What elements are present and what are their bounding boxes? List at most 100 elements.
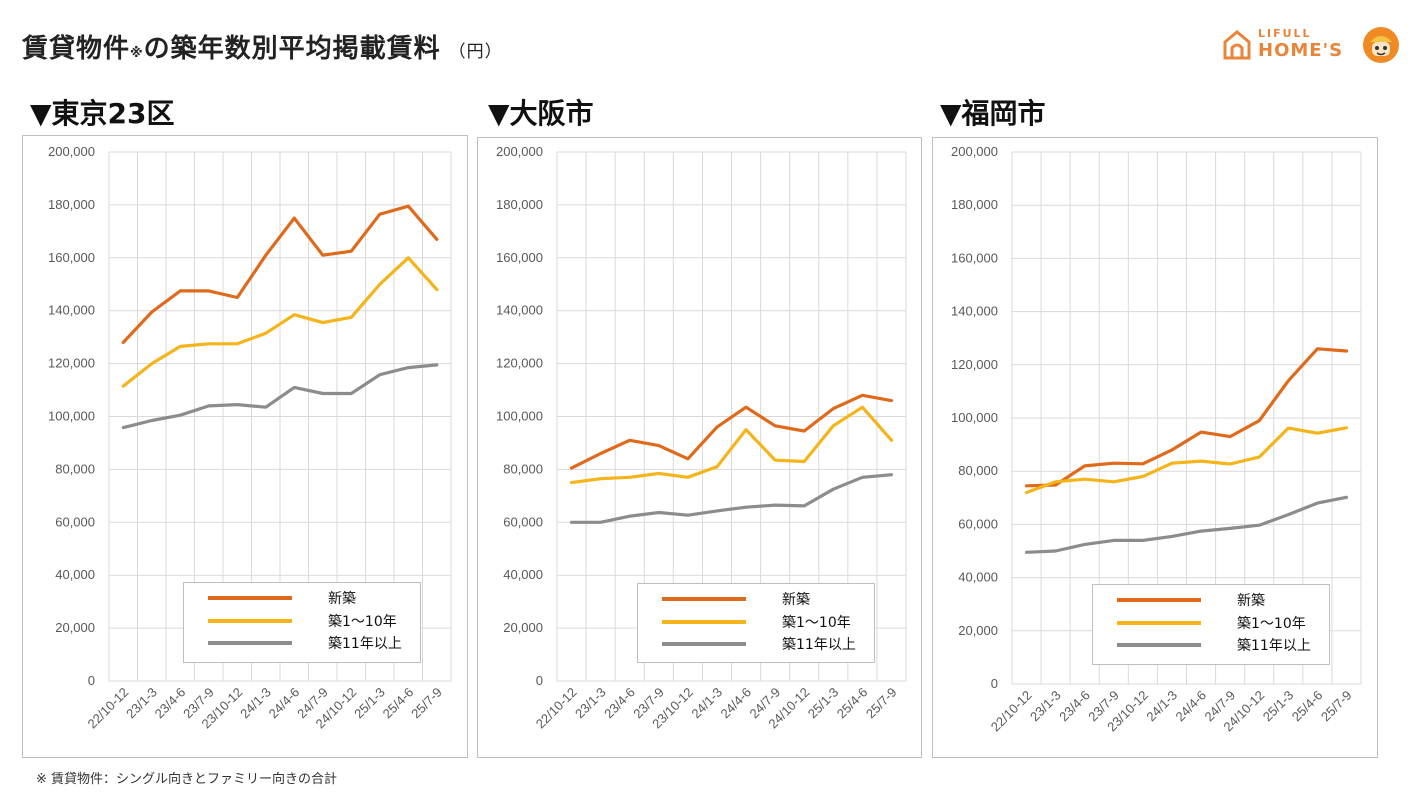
x-tick-label: 24/4-6: [266, 685, 303, 722]
legend-swatch: [1117, 643, 1201, 647]
y-tick-label: 40,000: [503, 567, 543, 582]
y-tick-label: 120,000: [48, 356, 95, 371]
y-tick-label: 140,000: [951, 304, 998, 319]
x-tick-label: 24/4-6: [1172, 688, 1209, 725]
y-tick-label: 100,000: [48, 409, 95, 424]
series-line-3: [1024, 495, 1349, 554]
y-tick-label: 0: [991, 676, 998, 691]
title-footnote-mark: ※: [130, 46, 144, 61]
legend-item-chiku1-10: 築1～10年: [208, 611, 428, 631]
legend-label: 新築: [782, 592, 810, 608]
mascot-icon: [1363, 27, 1399, 63]
series-line-3: [569, 473, 894, 524]
y-tick-label: 20,000: [958, 623, 998, 638]
y-tick-label: 160,000: [48, 250, 95, 265]
series-line-2: [569, 405, 894, 485]
x-tick-label: 25/4-6: [380, 685, 417, 722]
series-line-1: [1024, 347, 1349, 488]
title-text-rest: の築年数別平均掲載賃料: [143, 34, 441, 64]
y-tick-label: 200,000: [496, 144, 543, 159]
y-tick-label: 200,000: [951, 144, 998, 159]
logo-line1: LIFULL: [1258, 27, 1312, 40]
y-tick-label: 140,000: [496, 303, 543, 318]
legend-swatch: [662, 642, 746, 646]
y-tick-label: 160,000: [951, 250, 998, 265]
legend-label: 新築: [328, 591, 356, 607]
y-tick-label: 0: [536, 673, 543, 688]
legend-swatch: [1117, 621, 1201, 625]
y-tick-label: 180,000: [951, 197, 998, 212]
y-tick-label: 120,000: [951, 357, 998, 372]
lifull-homes-logo: LIFULL HOME'S: [1222, 26, 1402, 66]
x-tick-label: 25/1-3: [1260, 688, 1297, 725]
x-tick-label: 25/7-9: [408, 685, 445, 722]
y-tick-label: 60,000: [55, 514, 95, 529]
title-text: 賃貸物件: [22, 34, 131, 64]
line-chart-osaka: 0 20,000 40,000 60,000 80,000 100,000 120,000 1…: [496, 144, 907, 732]
x-tick-label: 25/7-9: [863, 685, 900, 722]
legend-label: 築11年以上: [782, 637, 856, 653]
x-tick-label: 24/1-3: [688, 685, 725, 722]
x-tick-label: 25/1-3: [351, 685, 388, 722]
chart-panel-osaka: 0 20,000 40,000 60,000 80,000 100,000 120,000 1…: [477, 137, 922, 758]
x-tick-label: 23/1-3: [572, 685, 609, 722]
y-tick-label: 100,000: [496, 409, 543, 424]
page-title: 賃貸物件※の築年数別平均掲載賃料 （円）: [22, 28, 503, 65]
panel-title-osaka: ▼大阪市: [488, 97, 594, 130]
panel-title-tokyo: ▼東京23区: [30, 97, 175, 130]
x-tick-label: 25/4-6: [1289, 688, 1326, 725]
legend-swatch: [662, 597, 746, 601]
x-tick-label: 23/4-6: [1056, 688, 1093, 725]
legend-item-chiku1-10: 築1～10年: [662, 612, 882, 632]
y-tick-label: 80,000: [958, 463, 998, 478]
y-tick-label: 180,000: [496, 197, 543, 212]
legend-item-chiku11: 築11年以上: [662, 634, 882, 654]
chart-panel-fukuoka: 0 20,000 40,000 60,000 80,000 100,000 120,000 1…: [932, 137, 1378, 758]
y-tick-label: 0: [88, 673, 95, 688]
logo-line2: HOME'S: [1258, 40, 1344, 61]
legend-osaka: 新築 築1～10年 築11年以上: [637, 583, 875, 663]
legend-item-shinchiku: 新築: [1117, 590, 1337, 610]
series-line-2: [1024, 426, 1349, 495]
y-tick-label: 140,000: [48, 303, 95, 318]
y-tick-label: 40,000: [958, 570, 998, 585]
x-tick-label: 24/1-3: [237, 685, 274, 722]
house-icon: [1223, 30, 1251, 60]
legend-swatch: [208, 596, 292, 600]
y-tick-label: 60,000: [503, 514, 543, 529]
y-tick-label: 80,000: [55, 461, 95, 476]
legend-label: 新築: [1237, 593, 1265, 609]
y-tick-label: 100,000: [951, 410, 998, 425]
legend-swatch: [208, 619, 292, 623]
legend-item-shinchiku: 新築: [208, 588, 428, 608]
series-line-1: [121, 204, 439, 344]
legend-label: 築1～10年: [1237, 616, 1306, 632]
y-tick-label: 40,000: [55, 567, 95, 582]
series-line-3: [121, 363, 439, 430]
legend-swatch: [208, 641, 292, 645]
y-tick-label: 160,000: [496, 250, 543, 265]
title-unit: （円）: [448, 42, 503, 62]
legend-label: 築11年以上: [328, 636, 402, 652]
panel-title-fukuoka: ▼福岡市: [940, 97, 1046, 130]
footnote: ※ 賃貸物件：シングル向きとファミリー向きの合計: [36, 772, 338, 787]
x-tick-label: 22/10-12: [533, 685, 580, 732]
y-tick-label: 200,000: [48, 144, 95, 159]
legend-label: 築1～10年: [328, 614, 397, 630]
x-tick-label: 22/10-12: [84, 685, 131, 732]
x-tick-label: 24/1-3: [1143, 688, 1180, 725]
x-tick-label: 23/4-6: [601, 685, 638, 722]
x-tick-label: 25/7-9: [1318, 688, 1355, 725]
chart-panel-tokyo: 0 20,000 40,000 60,000 80,000 100,000 120,000 1…: [22, 135, 468, 758]
series-line-1: [569, 393, 894, 470]
legend-fukuoka: 新築 築1～10年 築11年以上: [1092, 584, 1330, 665]
y-tick-label: 120,000: [496, 356, 543, 371]
x-tick-label: 23/1-3: [1027, 688, 1064, 725]
legend-tokyo: 新築 築1～10年 築11年以上: [183, 582, 421, 663]
x-tick-label: 25/4-6: [834, 685, 871, 722]
legend-swatch: [662, 620, 746, 624]
legend-swatch: [1117, 598, 1201, 602]
y-tick-label: 60,000: [958, 516, 998, 531]
y-tick-label: 20,000: [55, 620, 95, 635]
x-tick-label: 23/4-6: [152, 685, 189, 722]
